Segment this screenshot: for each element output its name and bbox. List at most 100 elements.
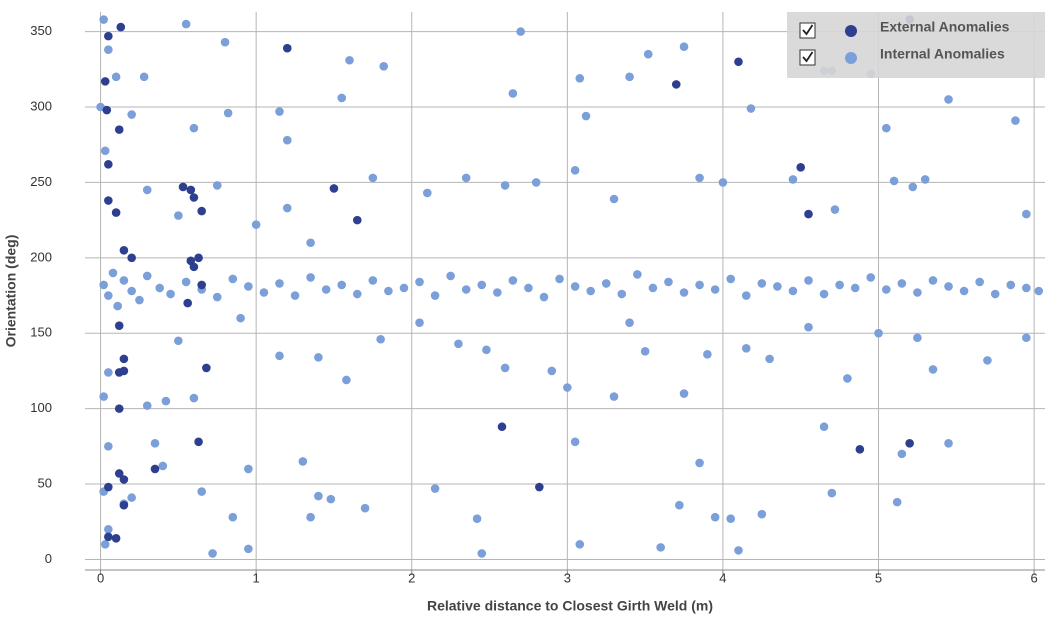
data-point [342,375,351,385]
data-point [104,524,113,534]
data-point [897,449,907,459]
data-point [563,383,572,392]
data-point [244,464,253,474]
data-point [718,178,728,187]
data-point [108,268,118,278]
data-point [959,286,969,296]
data-point [275,107,284,116]
data-point [539,292,549,302]
data-point [734,546,743,555]
data-point [1006,280,1016,290]
data-point [570,282,580,291]
data-point [664,277,673,287]
data-point [142,401,152,410]
data-point [114,469,124,478]
grid [85,12,1045,575]
data-point [100,146,110,156]
data-point [314,491,323,501]
data-point [586,286,595,296]
data-point [116,22,126,32]
data-point [477,549,487,558]
data-point [804,322,813,332]
data-point [741,291,751,300]
data-point [516,27,525,36]
data-point [535,482,544,492]
data-point [99,280,108,290]
data-point [703,350,712,359]
data-point [186,185,196,195]
data-point [251,220,261,229]
points [96,15,1044,558]
data-point [384,286,393,296]
data-point [695,280,704,290]
data-point [306,512,315,522]
data-point [244,282,253,291]
data-point [178,182,188,192]
x-tick-label: 0 [97,570,104,585]
data-point [399,283,409,293]
data-point [892,497,902,507]
data-point [679,288,689,297]
data-point [640,347,650,356]
data-point [189,193,199,202]
data-point [104,291,113,300]
data-point [765,354,774,364]
data-point [874,328,883,338]
data-point [142,185,152,195]
data-point [275,351,284,361]
data-point [314,353,323,362]
data-point [197,280,206,290]
data-point [183,298,192,308]
data-point [741,344,751,353]
y-tick-label: 250 [30,174,52,189]
data-point [757,509,767,519]
data-point [379,61,389,71]
x-axis-title: Relative distance to Closest Girth Weld … [427,598,713,614]
data-point [913,333,922,343]
data-point [282,135,292,145]
data-point [104,532,113,542]
x-tick-label: 1 [253,570,260,585]
data-point [643,49,653,59]
data-point [282,203,292,213]
data-point [710,512,720,522]
data-point [150,464,160,474]
data-point [102,105,112,115]
checkmark[interactable] [802,51,814,63]
data-point [671,80,681,89]
data-point [990,289,1000,299]
data-point [581,111,591,121]
data-point [104,45,113,55]
data-point [181,277,191,287]
data-point [461,285,471,294]
data-point [127,110,136,119]
y-axis-title: Orientation (deg) [3,235,19,348]
legend-toggle[interactable] [799,49,816,66]
data-point [189,393,199,403]
data-point [881,123,891,133]
data-point [430,291,440,300]
data-point [446,271,455,281]
data-point [461,173,471,183]
data-point [158,461,168,471]
x-tick-label: 3 [564,570,571,585]
y-tick-label: 0 [45,551,52,566]
data-point [944,282,953,291]
data-point [855,445,865,454]
data-point [236,313,245,323]
data-point [656,543,665,552]
legend-toggle[interactable] [799,22,816,39]
data-point [174,211,183,220]
data-point [113,301,122,311]
data-point [493,288,502,297]
checkmark[interactable] [802,24,814,36]
data-point [220,37,230,47]
legend-box [787,12,1045,78]
data-point [843,374,852,383]
data-point [575,74,585,83]
data-point [111,534,121,543]
data-point [508,89,518,98]
data-point [345,55,354,65]
data-point [889,176,899,186]
